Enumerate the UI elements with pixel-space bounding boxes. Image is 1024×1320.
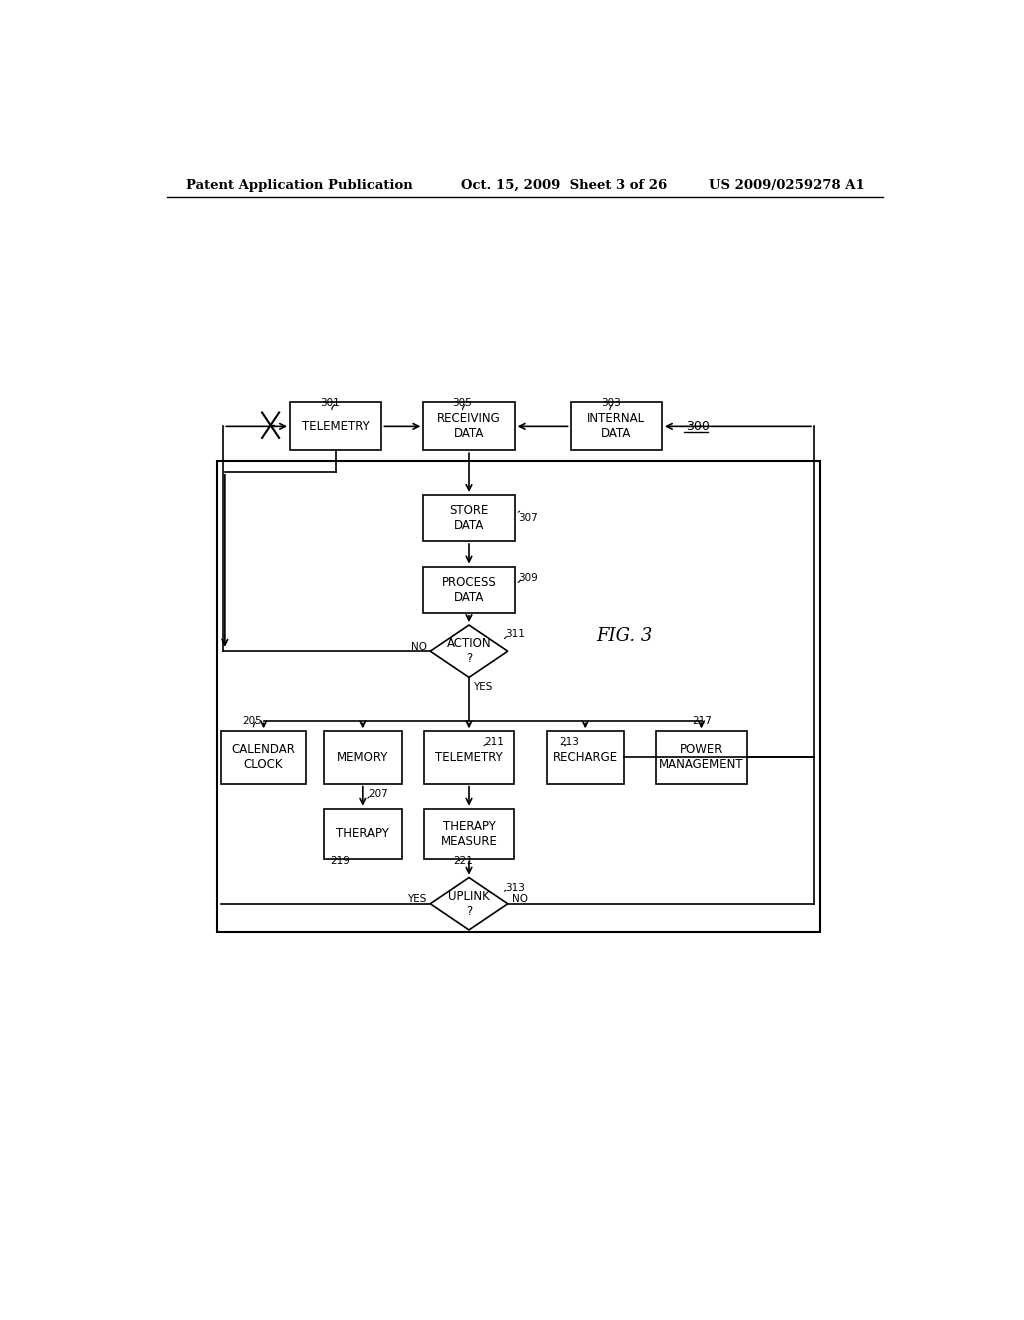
Text: NO: NO (512, 894, 527, 904)
Text: PROCESS
DATA: PROCESS DATA (441, 576, 497, 603)
Text: POWER
MANAGEMENT: POWER MANAGEMENT (659, 743, 743, 771)
Text: 301: 301 (321, 399, 340, 408)
Bar (221, 731, 306, 784)
Text: INTERNAL
DATA: INTERNAL DATA (587, 412, 645, 441)
Text: THERAPY: THERAPY (337, 828, 389, 841)
Bar (570, 403, 662, 450)
Text: Patent Application Publication: Patent Application Publication (186, 178, 413, 191)
Bar (655, 731, 748, 784)
Text: 207: 207 (369, 789, 388, 800)
Text: 217: 217 (692, 715, 712, 726)
Polygon shape (430, 878, 508, 929)
Bar (423, 403, 515, 450)
Text: 213: 213 (559, 737, 579, 747)
Text: 205: 205 (243, 715, 262, 726)
Text: 313: 313 (506, 883, 525, 894)
Text: NO: NO (411, 642, 427, 652)
Text: RECHARGE: RECHARGE (553, 751, 617, 764)
Text: RECEIVING
DATA: RECEIVING DATA (437, 412, 501, 441)
Text: THERAPY
MEASURE: THERAPY MEASURE (440, 820, 498, 847)
Text: Oct. 15, 2009  Sheet 3 of 26: Oct. 15, 2009 Sheet 3 of 26 (461, 178, 668, 191)
Bar (424, 809, 514, 859)
Text: 305: 305 (452, 399, 472, 408)
Text: 309: 309 (518, 573, 538, 583)
Text: US 2009/0259278 A1: US 2009/0259278 A1 (710, 178, 865, 191)
Bar (423, 495, 515, 541)
Text: STORE
DATA: STORE DATA (450, 504, 488, 532)
Text: CALENDAR
CLOCK: CALENDAR CLOCK (231, 743, 296, 771)
Bar (547, 731, 624, 784)
Text: ': ' (465, 866, 468, 876)
Text: TELEMETRY: TELEMETRY (302, 420, 370, 433)
Bar (217, 461, 820, 932)
Text: 303: 303 (601, 399, 621, 408)
Text: YES: YES (407, 894, 426, 904)
Text: 221: 221 (454, 855, 473, 866)
Bar (324, 809, 401, 859)
Text: 311: 311 (506, 630, 525, 639)
Text: 211: 211 (484, 737, 505, 747)
Bar (423, 566, 515, 612)
Text: YES: YES (473, 681, 493, 692)
Text: 219: 219 (331, 855, 350, 866)
Text: UPLINK
?: UPLINK ? (449, 890, 489, 917)
Text: ACTION
?: ACTION ? (446, 638, 492, 665)
Bar (290, 403, 381, 450)
Bar (324, 731, 401, 784)
Text: 307: 307 (518, 513, 538, 523)
Text: 300: 300 (686, 420, 710, 433)
Bar (424, 731, 514, 784)
Polygon shape (430, 626, 508, 677)
Text: FIG. 3: FIG. 3 (596, 627, 652, 644)
Text: TELEMETRY: TELEMETRY (435, 751, 503, 764)
Text: MEMORY: MEMORY (337, 751, 388, 764)
